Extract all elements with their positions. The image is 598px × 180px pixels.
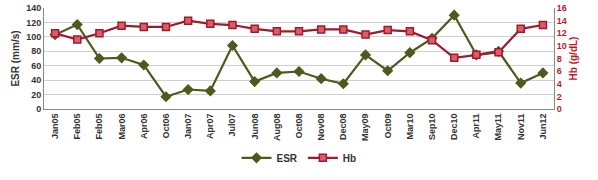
svg-text:20: 20 (31, 90, 41, 100)
svg-text:Nov11: Nov11 (516, 114, 526, 141)
svg-text:4: 4 (557, 79, 562, 89)
svg-text:Apr11: Apr11 (471, 114, 481, 139)
svg-text:8: 8 (557, 54, 562, 64)
svg-text:Apr07: Apr07 (205, 114, 215, 140)
svg-text:Aug08: Aug08 (272, 114, 282, 142)
svg-text:120: 120 (26, 18, 41, 28)
svg-text:May11: May11 (493, 114, 503, 141)
svg-text:Mar06: Mar06 (117, 114, 127, 140)
svg-text:100: 100 (26, 32, 41, 42)
svg-text:Oct06: Oct06 (161, 114, 171, 139)
svg-text:Jan05: Jan05 (50, 114, 60, 140)
svg-text:Dec08: Dec08 (338, 114, 348, 141)
svg-text:2: 2 (557, 92, 562, 102)
svg-text:Feb05: Feb05 (94, 114, 104, 140)
svg-text:10: 10 (557, 41, 567, 51)
svg-text:80: 80 (31, 46, 41, 56)
svg-text:ESR (mm/s): ESR (mm/s) (10, 30, 21, 86)
svg-text:Nov08: Nov08 (316, 114, 326, 141)
svg-text:Jun08: Jun08 (250, 114, 260, 140)
svg-text:Dec10: Dec10 (449, 114, 459, 141)
svg-text:Hb: Hb (343, 153, 356, 164)
svg-text:Jun12: Jun12 (538, 114, 548, 140)
svg-text:140: 140 (26, 3, 41, 13)
svg-text:40: 40 (31, 75, 41, 85)
svg-text:Sep10: Sep10 (427, 114, 437, 141)
svg-text:Oct08: Oct08 (294, 114, 304, 139)
svg-text:0: 0 (557, 104, 562, 114)
svg-text:Oct09: Oct09 (383, 114, 393, 139)
svg-text:Mar10: Mar10 (405, 114, 415, 140)
svg-text:May09: May09 (360, 114, 370, 142)
svg-text:Feb05: Feb05 (72, 114, 82, 140)
svg-text:ESR: ESR (277, 153, 298, 164)
svg-text:16: 16 (557, 3, 567, 13)
svg-text:Jan07: Jan07 (183, 114, 193, 140)
svg-text:Hb (g/dL): Hb (g/dL) (568, 37, 579, 81)
svg-text:Jul07: Jul07 (227, 114, 237, 137)
svg-text:Apr06: Apr06 (139, 114, 149, 140)
svg-text:6: 6 (557, 66, 562, 76)
svg-text:0: 0 (36, 104, 41, 114)
svg-text:60: 60 (31, 61, 41, 71)
svg-text:12: 12 (557, 28, 567, 38)
svg-text:14: 14 (557, 16, 567, 26)
